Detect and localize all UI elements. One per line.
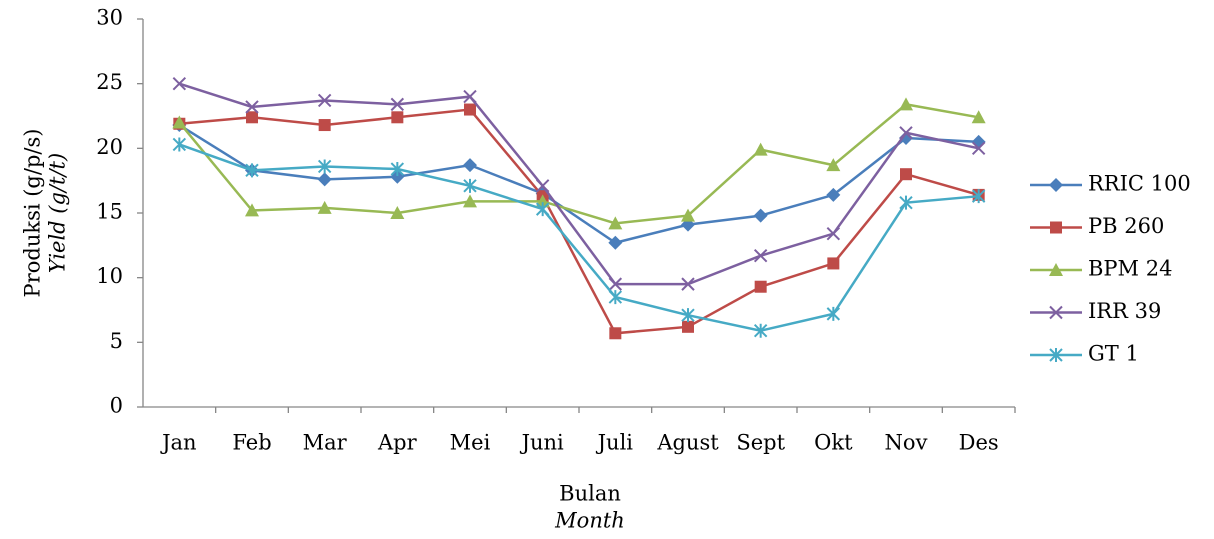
x-tick-label: Jan [160, 431, 196, 455]
y-title-text: Produksi (g/p/s) [21, 129, 45, 298]
marker [1049, 178, 1063, 192]
legend-label: IRR 39 [1088, 299, 1161, 323]
marker [899, 97, 913, 111]
y-title: Produksi (g/p/s) Yield (g/t/t) [21, 129, 70, 298]
marker [318, 119, 331, 132]
x-tick-label: Juni [520, 431, 564, 455]
series-line [178, 123, 979, 245]
marker [753, 208, 768, 223]
x-tick-label: Agust [656, 431, 719, 455]
marker [245, 163, 259, 178]
x-tick-label: Mar [303, 431, 348, 455]
marker [390, 97, 405, 112]
series-line [178, 103, 979, 225]
y-tick-label: 20 [96, 135, 123, 159]
y-title-en: Yield (g/t/t) [46, 153, 70, 273]
marker [535, 179, 550, 193]
legend-label: RRIC 100 [1088, 172, 1191, 196]
marker [753, 142, 768, 156]
marker [753, 323, 768, 338]
x-tick-label: Juli [596, 431, 634, 455]
marker [826, 158, 841, 172]
x-tick-label: Feb [232, 431, 271, 455]
marker [463, 158, 477, 173]
y-tick-label: 30 [96, 6, 123, 30]
marker [1050, 221, 1062, 234]
marker [826, 187, 841, 202]
y-tick-label: 5 [110, 329, 123, 353]
marker [391, 111, 404, 124]
x-tick-label: Mei [450, 431, 491, 455]
marker [463, 178, 477, 193]
marker [535, 194, 550, 208]
x-tick-label: Nov [885, 431, 928, 455]
marker [317, 200, 332, 214]
marker [390, 206, 405, 219]
marker [900, 168, 912, 181]
marker [464, 103, 476, 116]
marker [172, 76, 187, 91]
x-tick-label: Sept [736, 431, 785, 455]
marker [608, 216, 623, 230]
marker [535, 202, 550, 217]
marker [971, 110, 986, 124]
marker [1049, 263, 1063, 276]
marker [246, 111, 258, 124]
marker [827, 257, 840, 270]
series-line [178, 82, 979, 286]
x-tick-label: Apr [377, 431, 418, 455]
marker [899, 195, 913, 210]
marker [1049, 305, 1063, 320]
marker [753, 248, 768, 263]
legend-label: PB 260 [1088, 214, 1164, 238]
marker [463, 89, 477, 104]
y-tick-label: 15 [96, 200, 123, 224]
y-tick-label: 0 [110, 394, 123, 418]
marker [899, 126, 913, 140]
marker [754, 280, 767, 293]
marker [245, 203, 259, 217]
legend-label: GT 1 [1088, 342, 1139, 366]
marker [172, 115, 187, 129]
marker [682, 320, 694, 333]
marker [608, 290, 623, 305]
marker [681, 277, 695, 291]
marker [317, 159, 332, 174]
legend-label: BPM 24 [1088, 257, 1172, 281]
marker [971, 189, 986, 204]
marker [609, 327, 622, 340]
marker [971, 141, 986, 156]
marker [826, 306, 841, 321]
marker [390, 162, 405, 177]
x-title-en: Month [554, 509, 625, 533]
marker [317, 172, 332, 187]
series-line [179, 108, 980, 335]
marker [608, 235, 623, 250]
x-tick-label: Okt [814, 431, 853, 455]
marker [463, 194, 477, 208]
marker [1049, 348, 1063, 362]
marker [172, 137, 187, 152]
x-title: Bulan [559, 482, 621, 506]
marker [317, 93, 332, 108]
x-tick-label: Des [959, 431, 999, 455]
marker [826, 226, 841, 241]
marker [245, 100, 259, 114]
marker [681, 208, 695, 222]
y-tick-label: 25 [96, 70, 123, 94]
marker [608, 277, 623, 291]
marker [681, 308, 695, 323]
series-line [178, 143, 979, 332]
y-tick-label: 10 [96, 264, 123, 288]
